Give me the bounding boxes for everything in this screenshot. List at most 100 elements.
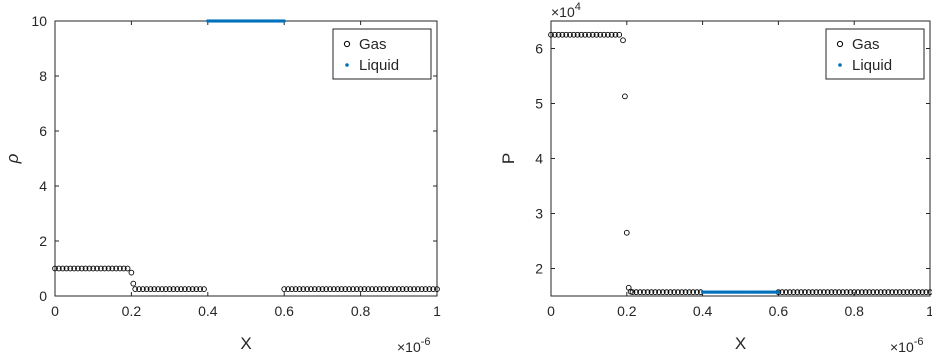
data-point — [288, 286, 295, 292]
data-point — [392, 286, 398, 292]
legend: Gas Liquid — [332, 28, 432, 80]
data-point — [563, 31, 570, 38]
data-point — [790, 289, 797, 296]
series-liquid — [701, 290, 781, 294]
data-point — [667, 289, 674, 296]
data-point — [652, 289, 659, 296]
data-point — [889, 289, 895, 296]
data-point — [633, 289, 640, 296]
data-point — [327, 286, 333, 292]
y-tick-label: 4 — [39, 178, 47, 194]
data-point — [292, 286, 299, 292]
data-point — [178, 286, 184, 292]
x-exponent-power: -6 — [421, 336, 431, 348]
data-point — [86, 265, 93, 272]
data-point — [162, 286, 169, 292]
data-point — [136, 286, 142, 292]
data-point — [113, 265, 119, 272]
data-point — [821, 289, 827, 296]
data-point — [434, 286, 440, 292]
data-point — [817, 289, 823, 296]
data-point — [151, 286, 158, 292]
x-tick-label: 0 — [547, 303, 555, 319]
data-point — [350, 286, 356, 292]
data-point — [304, 286, 310, 292]
data-point — [866, 289, 873, 296]
x-tick-label: 0.4 — [198, 303, 218, 319]
data-point — [78, 265, 85, 272]
x-axis-label: X — [240, 334, 251, 353]
data-point — [399, 286, 406, 292]
data-point — [682, 289, 689, 296]
data-point — [798, 289, 804, 296]
y-tick-label: 8 — [39, 68, 47, 84]
data-point — [67, 265, 74, 272]
data-point — [373, 286, 379, 292]
y-exponent-base: ×10 — [551, 4, 575, 20]
data-point — [911, 289, 918, 296]
x-tick-label: 1 — [433, 303, 441, 319]
data-point — [675, 289, 681, 296]
data-point — [836, 289, 842, 296]
data-point — [407, 286, 414, 292]
data-point — [604, 31, 611, 38]
data-point — [904, 289, 911, 296]
data-point — [130, 280, 137, 287]
data-point — [71, 265, 77, 272]
x-tick-label: 0.6 — [769, 303, 789, 319]
data-point — [388, 286, 395, 292]
data-point — [109, 265, 116, 272]
data-point — [870, 289, 877, 296]
data-point — [548, 31, 554, 38]
data-point — [300, 286, 307, 292]
data-point — [323, 286, 330, 292]
data-point — [851, 289, 858, 296]
y-tick-label: 0 — [39, 288, 47, 304]
data-point — [174, 286, 181, 292]
data-point — [874, 289, 880, 296]
data-point — [52, 265, 58, 272]
data-point — [656, 289, 662, 296]
x-axis-label: X — [735, 334, 746, 353]
data-point — [648, 289, 655, 296]
data-point — [282, 19, 286, 23]
x-exponent-base: ×10 — [397, 339, 421, 355]
y-tick-label: 4 — [535, 151, 543, 167]
data-point — [185, 286, 192, 292]
series-gas — [52, 265, 440, 292]
data-point — [132, 286, 139, 292]
data-point — [418, 286, 425, 292]
data-point — [881, 289, 888, 296]
data-point — [839, 289, 846, 296]
data-point — [915, 289, 922, 296]
data-point — [430, 286, 437, 292]
data-point — [94, 265, 100, 272]
data-point — [90, 265, 97, 272]
data-point — [189, 286, 196, 292]
data-point — [147, 286, 154, 292]
y-tick-label: 3 — [535, 206, 543, 222]
y-tick-label: 10 — [31, 13, 47, 29]
data-point — [101, 265, 108, 272]
data-point — [877, 289, 884, 296]
data-point — [342, 286, 349, 292]
data-point — [582, 31, 588, 38]
data-point — [334, 286, 341, 292]
legend-label: Gas — [852, 36, 880, 53]
data-point — [828, 289, 835, 296]
data-point — [663, 289, 670, 296]
data-point — [120, 265, 127, 272]
data-point — [426, 286, 433, 292]
data-point — [855, 289, 861, 296]
data-point — [357, 286, 364, 292]
data-point — [166, 286, 173, 292]
data-point — [694, 289, 700, 296]
data-point — [809, 289, 816, 296]
data-point — [824, 289, 831, 296]
x-tick-label: 0.8 — [844, 303, 864, 319]
legend: Gas Liquid — [825, 28, 925, 80]
data-point — [319, 286, 326, 292]
x-exponent-label: ×10-6 — [890, 336, 924, 355]
data-point — [281, 286, 288, 292]
